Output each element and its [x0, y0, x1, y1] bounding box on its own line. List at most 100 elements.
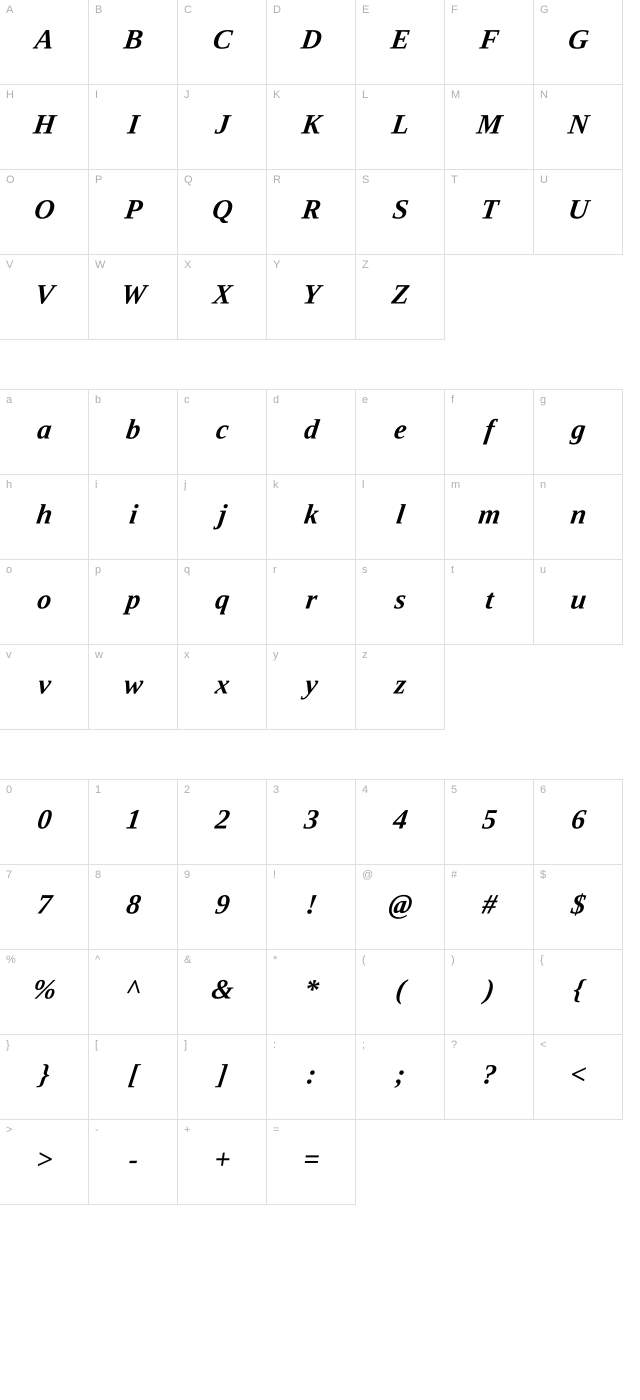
glyph-cell-glyph: e — [392, 414, 408, 446]
glyph-cell: ^^ — [88, 949, 178, 1035]
glyph-cell: yy — [266, 644, 356, 730]
glyph-cell: ff — [444, 389, 534, 475]
glyph-cell: RR — [266, 169, 356, 255]
glyph-cell-glyph: # — [480, 889, 497, 921]
glyph-cell-label: V — [6, 259, 13, 271]
glyph-cell-glyph: 3 — [302, 804, 319, 836]
glyph-cell-glyph: N — [566, 109, 590, 141]
glyph-cell-glyph: 0 — [35, 804, 52, 836]
glyph-cell-glyph: 5 — [480, 804, 497, 836]
glyph-cell: EE — [355, 0, 445, 85]
glyph-cell-label: u — [540, 564, 546, 576]
glyph-cell-glyph: B — [122, 24, 144, 56]
glyph-cell-label: r — [273, 564, 277, 576]
glyph-cell: !! — [266, 864, 356, 950]
glyph-cell: ;; — [355, 1034, 445, 1120]
glyph-cell-label: e — [362, 394, 368, 406]
glyph-cell: ]] — [177, 1034, 267, 1120]
glyph-cell-glyph: ) — [483, 974, 496, 1006]
glyph-cell-glyph: 7 — [35, 889, 52, 921]
glyph-cell-label: 6 — [540, 784, 546, 796]
glyph-cell: bb — [88, 389, 178, 475]
glyph-cell-label: = — [273, 1124, 279, 1136]
glyph-cell-glyph: z — [393, 669, 407, 701]
glyph-cell: oo — [0, 559, 89, 645]
glyph-cell-glyph: m — [476, 499, 501, 531]
glyph-cell: rr — [266, 559, 356, 645]
glyph-cell: )) — [444, 949, 534, 1035]
glyph-cell: && — [177, 949, 267, 1035]
glyph-cell-glyph: 2 — [213, 804, 230, 836]
glyph-cell: II — [88, 84, 178, 170]
glyph-cell-glyph: h — [34, 499, 53, 531]
glyph-cell-glyph: X — [211, 279, 233, 311]
glyph-cell: >> — [0, 1119, 89, 1205]
glyph-cell-label: I — [95, 89, 98, 101]
glyph-cell-glyph: J — [213, 109, 230, 141]
glyph-cell-label: ( — [362, 954, 366, 966]
glyph-cell: {{ — [533, 949, 623, 1035]
glyph-cell: PP — [88, 169, 178, 255]
glyph-cell-glyph: $ — [569, 889, 586, 921]
glyph-cell-label: + — [184, 1124, 190, 1136]
glyph-cell-glyph: x — [213, 669, 230, 701]
glyph-cell-glyph: a — [35, 414, 52, 446]
glyph-cell: 11 — [88, 779, 178, 865]
glyph-cell: :: — [266, 1034, 356, 1120]
glyph-cell-glyph: R — [300, 194, 322, 226]
glyph-cell-label: O — [6, 174, 15, 186]
glyph-cell-label: g — [540, 394, 546, 406]
glyph-cell-label: [ — [95, 1039, 98, 1051]
glyph-cell-label: D — [273, 4, 281, 16]
glyph-cell-label: ! — [273, 869, 276, 881]
glyph-cell-glyph: T — [479, 194, 500, 226]
glyph-cell: QQ — [177, 169, 267, 255]
glyph-cell: VV — [0, 254, 89, 340]
glyph-cell-glyph: n — [568, 499, 587, 531]
glyph-cell: 66 — [533, 779, 623, 865]
glyph-cell: xx — [177, 644, 267, 730]
glyph-cell-label: y — [273, 649, 279, 661]
glyph-cell-label: P — [95, 174, 102, 186]
glyph-cell: KK — [266, 84, 356, 170]
uppercase-section: AABBCCDDEEFFGGHHIIJJKKLLMMNNOOPPQQRRSSTT… — [0, 0, 630, 340]
glyph-cell: -- — [88, 1119, 178, 1205]
glyph-cell-glyph: Z — [390, 279, 411, 311]
glyph-cell-glyph: C — [211, 24, 233, 56]
glyph-cell: YY — [266, 254, 356, 340]
glyph-cell-label: * — [273, 954, 277, 966]
glyph-cell-glyph: < — [568, 1059, 587, 1091]
glyph-cell-glyph: D — [299, 24, 323, 56]
glyph-cell-glyph: % — [31, 974, 58, 1006]
glyph-cell: AA — [0, 0, 89, 85]
glyph-cell-label: h — [6, 479, 12, 491]
glyph-cell-label: t — [451, 564, 454, 576]
glyph-cell-label: l — [362, 479, 364, 491]
glyph-cell-label: 8 — [95, 869, 101, 881]
glyph-cell-glyph: L — [390, 109, 411, 141]
glyph-cell-label: ? — [451, 1039, 457, 1051]
glyph-cell-glyph: { — [571, 974, 584, 1006]
glyph-cell: 22 — [177, 779, 267, 865]
glyph-cell: 99 — [177, 864, 267, 950]
glyph-cell-glyph: ] — [216, 1059, 229, 1091]
glyph-cell: 44 — [355, 779, 445, 865]
glyph-cell-glyph: : — [305, 1059, 318, 1091]
glyph-cell-glyph: * — [302, 974, 319, 1006]
glyph-cell-glyph: Q — [210, 194, 234, 226]
glyph-cell: [[ — [88, 1034, 178, 1120]
glyph-cell-glyph: S — [390, 194, 409, 226]
glyph-cell: zz — [355, 644, 445, 730]
glyph-cell: hh — [0, 474, 89, 560]
glyph-cell-label: Y — [273, 259, 280, 271]
glyph-cell: gg — [533, 389, 623, 475]
glyph-cell-label: G — [540, 4, 549, 16]
glyph-cell: $$ — [533, 864, 623, 950]
glyph-cell-label: 4 — [362, 784, 368, 796]
glyph-cell-label: v — [6, 649, 12, 661]
glyph-cell: kk — [266, 474, 356, 560]
glyph-cell: == — [266, 1119, 356, 1205]
glyph-cell: ?? — [444, 1034, 534, 1120]
glyph-cell-label: ^ — [95, 954, 100, 966]
glyph-cell: ++ — [177, 1119, 267, 1205]
